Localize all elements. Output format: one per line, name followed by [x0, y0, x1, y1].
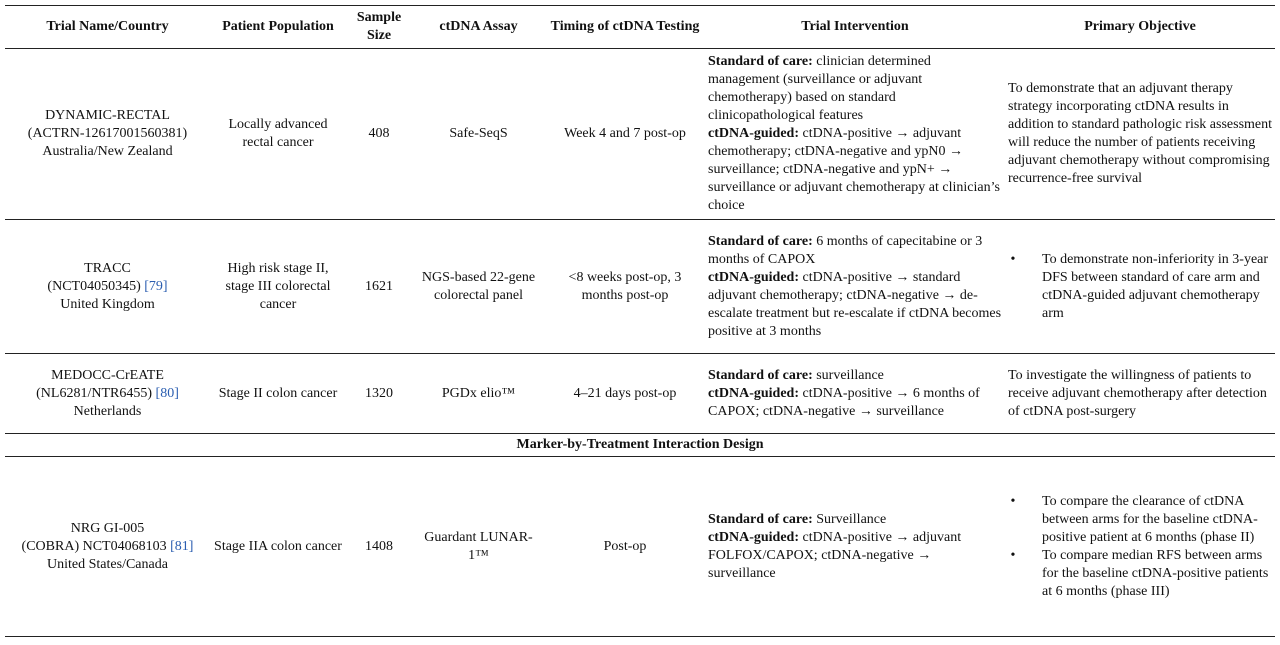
header-timing: Timing of ctDNA Testing	[545, 5, 705, 49]
population-cell: Stage IIA colon cancer	[214, 538, 342, 554]
intervention-cell: Standard of care: 6 months of capecitabi…	[705, 220, 1005, 354]
objective-item: To compare median RFS between arms for t…	[1008, 547, 1272, 601]
guided-text: ctDNA-positive → adjuvant FOLFOX/CAPOX; …	[708, 529, 962, 581]
standard-of-care: Standard of care: surveillance	[708, 367, 1002, 385]
objective-cell: To demonstrate non-inferiority in 3-year…	[1005, 220, 1275, 354]
header-trial-name: Trial Name/Country	[5, 5, 210, 49]
standard-of-care: Standard of care: 6 months of capecitabi…	[708, 233, 1002, 269]
standard-of-care: Standard of care: Surveillance	[708, 511, 1002, 529]
timing-cell: Post-op	[603, 538, 647, 554]
header-row: Trial Name/Country Patient Population Sa…	[5, 5, 1275, 49]
trial-name-cell: MEDOCC-CrEATE (NL6281/NTR6455) [80] Neth…	[5, 354, 210, 434]
trial-name-cell: DYNAMIC-RECTAL (ACTRN-12617001560381) Au…	[5, 49, 210, 220]
trial-name: TRACC	[84, 260, 131, 276]
table-row: DYNAMIC-RECTAL (ACTRN-12617001560381) Au…	[5, 49, 1275, 220]
intervention-cell: Standard of care: surveillance ctDNA-gui…	[705, 354, 1005, 434]
header-objective: Primary Objective	[1005, 5, 1275, 49]
assay-cell: Guardant LUNAR-1™	[424, 529, 533, 563]
ctdna-guided: ctDNA-guided: ctDNA-positive → standard …	[708, 269, 1002, 341]
reference-link[interactable]: [79]	[144, 278, 168, 294]
trial-name-cell: NRG GI-005 (COBRA) NCT04068103 [81] Unit…	[5, 457, 210, 637]
trial-id: (ACTRN-12617001560381)	[27, 126, 188, 141]
sample-size-cell: 1621	[365, 278, 393, 294]
guided-label: ctDNA-guided:	[708, 269, 799, 285]
soc-label: Standard of care:	[708, 367, 813, 383]
section-row: Marker-by-Treatment Interaction Design	[5, 434, 1275, 457]
guided-label: ctDNA-guided:	[708, 385, 799, 401]
objective-item: To demonstrate non-inferiority in 3-year…	[1008, 251, 1272, 323]
trial-id-line: (NCT04050345) [79]	[8, 278, 207, 296]
trial-id: (NL6281/NTR6455)	[36, 385, 153, 401]
soc-text: clinician determined management (surveil…	[708, 54, 931, 123]
soc-label: Standard of care:	[708, 54, 813, 69]
soc-text: 6 months of capecitabine or 3 months of …	[708, 233, 983, 267]
intervention-cell: Standard of care: clinician determined m…	[705, 49, 1005, 220]
trial-name: MEDOCC-CrEATE	[51, 367, 164, 383]
sample-size-cell: 408	[368, 126, 390, 141]
soc-text: Surveillance	[812, 511, 887, 527]
guided-label: ctDNA-guided:	[708, 529, 799, 545]
objective-list: To compare the clearance of ctDNA betwee…	[1008, 493, 1272, 601]
trial-name: NRG GI-005	[70, 520, 145, 536]
header-patient-population: Patient Population	[210, 5, 346, 49]
ctdna-guided: ctDNA-guided: ctDNA-positive → adjuvant …	[708, 529, 1002, 583]
intervention-cell: Standard of care: Surveillance ctDNA-gui…	[705, 457, 1005, 637]
trial-id: (NCT04050345)	[47, 278, 141, 294]
soc-label: Standard of care:	[708, 233, 813, 249]
table-row: TRACC (NCT04050345) [79] United Kingdom …	[5, 220, 1275, 354]
reference-link[interactable]: [81]	[170, 538, 194, 554]
population-cell: Locally advanced rectal cancer	[228, 117, 328, 150]
assay-cell: Safe-SeqS	[449, 126, 508, 141]
trial-name-cell: TRACC (NCT04050345) [79] United Kingdom	[5, 220, 210, 354]
guided-label: ctDNA-guided:	[708, 126, 799, 141]
objective-item: To compare the clearance of ctDNA betwee…	[1008, 493, 1272, 547]
reference-link[interactable]: [80]	[155, 385, 179, 401]
trial-country: Netherlands	[73, 403, 142, 419]
objective-cell: To investigate the willingness of patien…	[1008, 367, 1267, 419]
trial-country: Australia/New Zealand	[42, 144, 173, 159]
trial-id: (COBRA) NCT04068103	[21, 538, 167, 554]
timing-cell: 4–21 days post-op	[573, 385, 677, 401]
timing-cell: <8 weeks post-op, 3 months post-op	[568, 269, 682, 303]
trial-id-line: (NL6281/NTR6455) [80]	[8, 385, 207, 403]
sample-size-cell: 1320	[365, 385, 393, 401]
ctdna-guided: ctDNA-guided: ctDNA-positive → 6 months …	[708, 385, 1002, 421]
sample-size-cell: 1408	[365, 538, 393, 554]
standard-of-care: Standard of care: clinician determined m…	[708, 53, 1002, 125]
trial-name: DYNAMIC-RECTAL	[45, 108, 170, 123]
guided-text: ctDNA-positive → standard adjuvant chemo…	[708, 269, 1002, 339]
objective-cell: To compare the clearance of ctDNA betwee…	[1005, 457, 1275, 637]
trial-country: United Kingdom	[60, 296, 155, 312]
soc-label: Standard of care:	[708, 511, 813, 527]
section-title: Marker-by-Treatment Interaction Design	[516, 437, 764, 452]
trials-table: Trial Name/Country Patient Population Sa…	[5, 5, 1275, 637]
trial-id-line: (COBRA) NCT04068103 [81]	[8, 538, 207, 556]
table-row: MEDOCC-CrEATE (NL6281/NTR6455) [80] Neth…	[5, 354, 1275, 434]
timing-cell: Week 4 and 7 post-op	[564, 126, 686, 141]
objective-cell: To demonstrate that an adjuvant therapy …	[1008, 81, 1273, 186]
assay-cell: PGDx elio™	[441, 385, 516, 401]
guided-text: ctDNA-positive → adjuvant chemotherapy; …	[708, 126, 1000, 213]
header-intervention: Trial Intervention	[705, 5, 1005, 49]
trial-country: United States/Canada	[47, 556, 168, 572]
table-row: NRG GI-005 (COBRA) NCT04068103 [81] Unit…	[5, 457, 1275, 637]
soc-text: surveillance	[812, 367, 884, 383]
assay-cell: NGS-based 22-gene colorectal panel	[421, 269, 536, 303]
guided-text: ctDNA-positive → 6 months of CAPOX; ctDN…	[708, 385, 980, 419]
population-cell: Stage II colon cancer	[218, 385, 338, 401]
header-sample-size: Sample Size	[346, 5, 412, 49]
ctdna-guided: ctDNA-guided: ctDNA-positive → adjuvant …	[708, 125, 1002, 215]
objective-list: To demonstrate non-inferiority in 3-year…	[1008, 251, 1272, 323]
population-cell: High risk stage II, stage III colorectal…	[225, 260, 331, 312]
header-ctdna-assay: ctDNA Assay	[412, 5, 545, 49]
